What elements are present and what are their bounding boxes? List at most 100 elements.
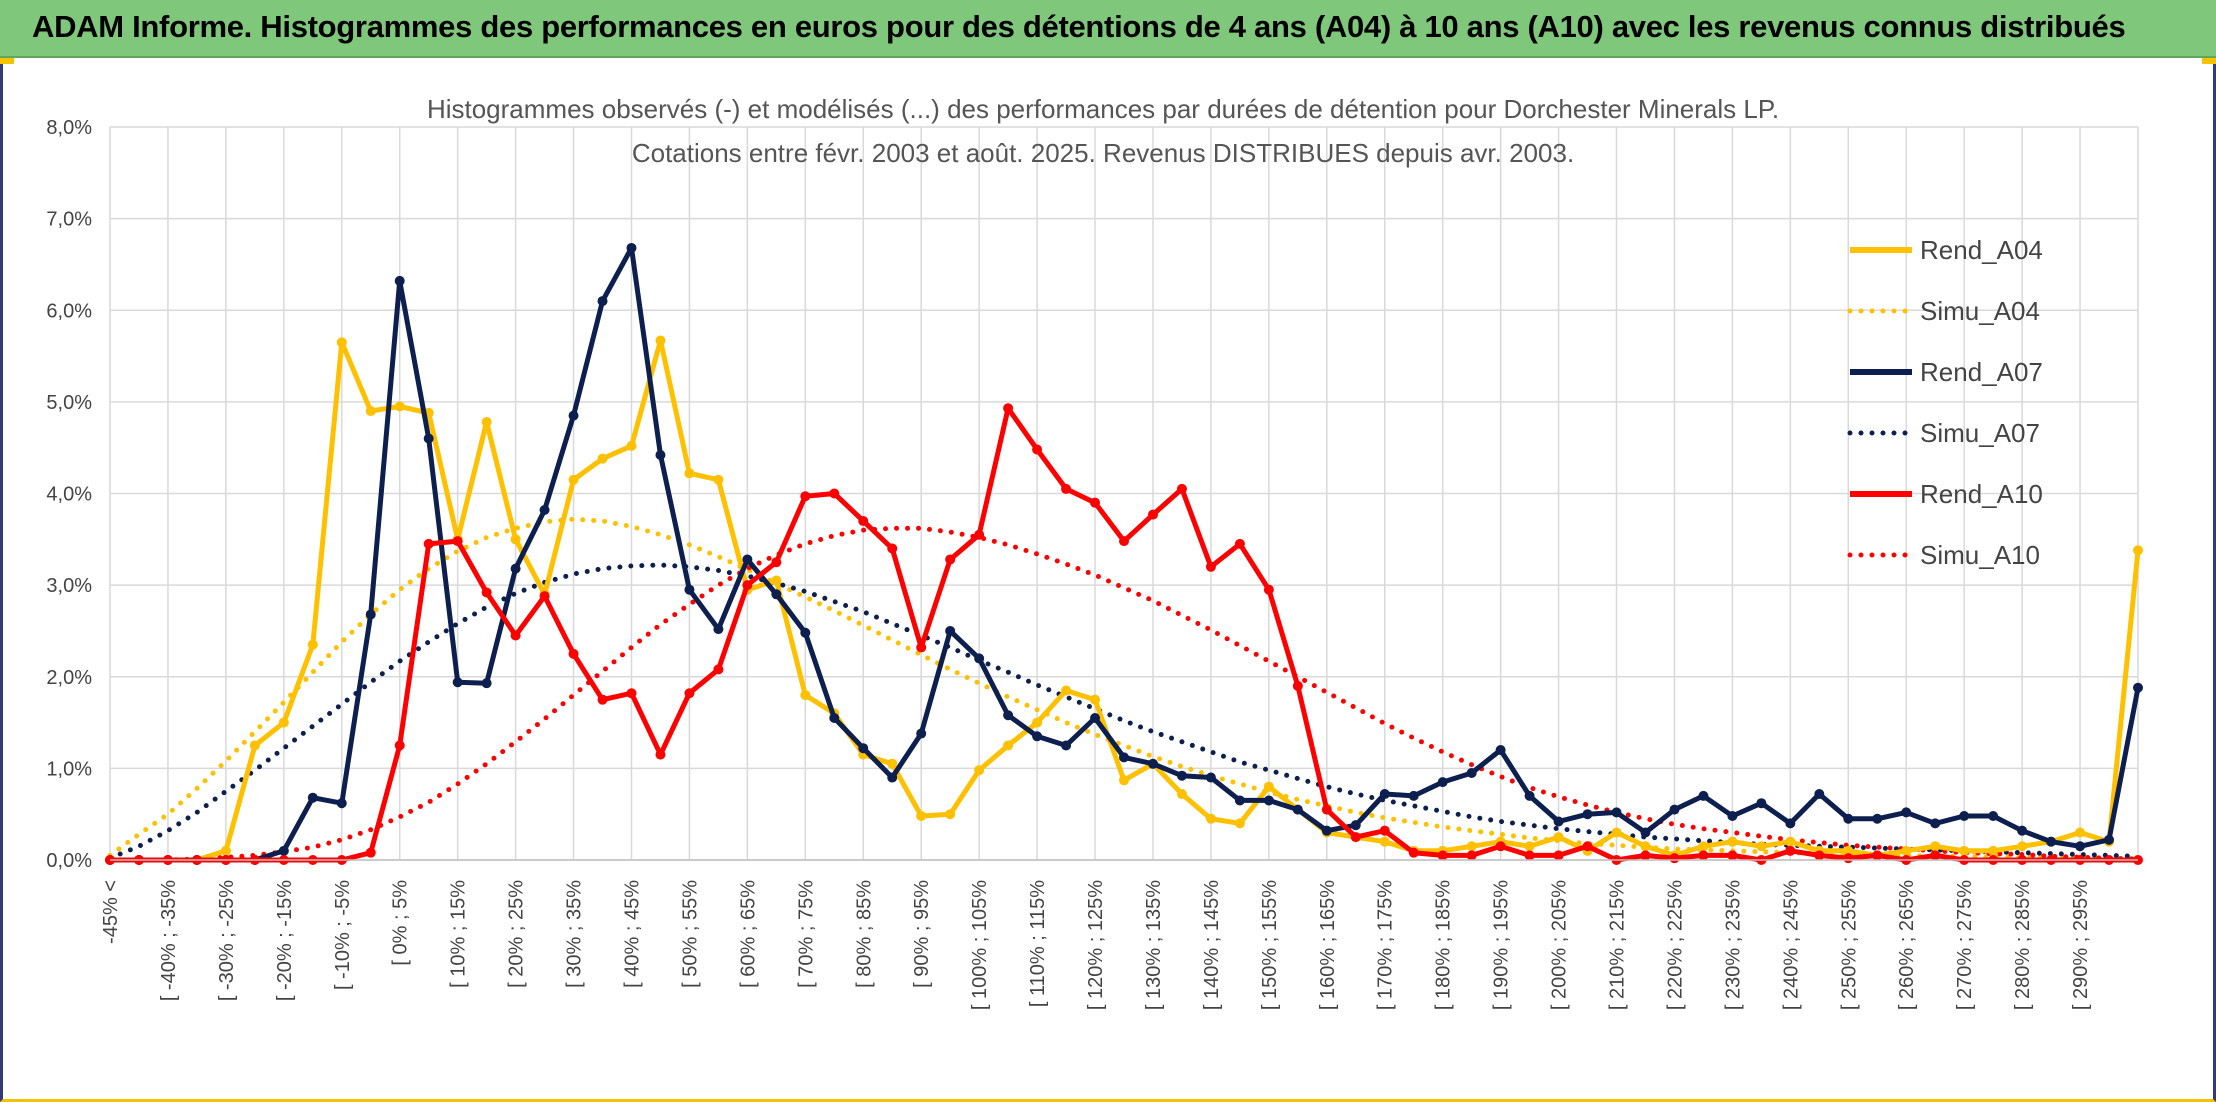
y-tick-label: 1,0% xyxy=(46,758,92,780)
data-point-rend-a10 xyxy=(1466,850,1477,861)
data-point-rend-a07 xyxy=(1582,809,1593,820)
chart-title: Histogrammes observés (-) et modélisés (… xyxy=(427,94,1779,124)
data-point-rend-a07 xyxy=(1872,813,1883,824)
data-point-rend-a10 xyxy=(1147,509,1158,520)
x-tick-label: [ 240% ; 245% xyxy=(1780,880,1802,1010)
x-tick-label: [ 140% ; 145% xyxy=(1201,880,1223,1010)
data-point-rend-a04 xyxy=(510,534,521,545)
x-tick-label: [ 80% ; 85% xyxy=(853,880,875,988)
legend-label: Simu_A04 xyxy=(1920,296,2040,326)
data-point-rend-a10 xyxy=(1814,850,1825,861)
data-point-rend-a07 xyxy=(829,712,840,723)
data-point-rend-a10 xyxy=(481,587,492,598)
data-point-rend-a10 xyxy=(1437,850,1448,861)
data-point-rend-a04 xyxy=(1611,827,1622,838)
data-point-rend-a10 xyxy=(1698,850,1709,861)
axis-layer: 0,0% 1,0% 2,0% 3,0% 4,0% 5,0% 6,0% 7,0% 8,0% -45%… xyxy=(46,117,2138,1010)
data-point-rend-a07 xyxy=(1090,712,1101,723)
data-point-rend-a04 xyxy=(945,809,956,820)
x-tick-label: [ 70% ; 75% xyxy=(795,880,817,988)
data-point-rend-a07 xyxy=(336,798,347,809)
data-point-rend-a07 xyxy=(539,504,550,515)
y-tick-label: 8,0% xyxy=(46,117,92,139)
data-point-rend-a04 xyxy=(684,468,695,479)
data-point-rend-a04 xyxy=(1003,740,1014,751)
data-point-rend-a07 xyxy=(1756,798,1767,809)
x-tick-label: [ 130% ; 135% xyxy=(1143,880,1165,1010)
data-point-rend-a04 xyxy=(1524,841,1535,852)
x-tick-label: [ 170% ; 175% xyxy=(1375,880,1397,1010)
data-point-rend-a07 xyxy=(1495,745,1506,756)
x-tick-label: [ 0% ; 5% xyxy=(390,880,412,966)
data-point-rend-a10 xyxy=(887,543,898,554)
data-point-rend-a10 xyxy=(1350,832,1361,843)
data-point-rend-a10 xyxy=(1234,538,1245,549)
data-point-rend-a07 xyxy=(1611,807,1622,818)
legend-item: Simu_A10 xyxy=(1847,540,2040,570)
legend-label: Rend_A10 xyxy=(1920,479,2043,509)
data-point-rend-a04 xyxy=(1119,775,1129,786)
data-point-rend-a07 xyxy=(1379,789,1390,800)
data-point-rend-a07 xyxy=(1930,818,1941,829)
legend: Rend_A04 Simu_A04 Rend_A07 Simu_A07 Rend_A10… xyxy=(1847,235,2043,570)
data-point-rend-a04 xyxy=(1205,813,1216,824)
data-point-rend-a07 xyxy=(1669,804,1680,815)
x-tick-label: [ 50% ; 55% xyxy=(679,880,701,988)
legend-item: Rend_A07 xyxy=(1850,357,2043,387)
data-point-rend-a07 xyxy=(1032,731,1043,742)
data-point-rend-a10 xyxy=(1119,536,1129,547)
x-tick-label: [ 120% ; 125% xyxy=(1085,880,1107,1010)
data-point-rend-a04 xyxy=(568,474,579,485)
data-point-rend-a04 xyxy=(394,401,405,412)
data-point-rend-a04 xyxy=(1988,845,1999,856)
y-tick-label: 3,0% xyxy=(46,575,92,597)
data-point-rend-a10 xyxy=(1003,403,1014,414)
data-point-rend-a07 xyxy=(1727,811,1738,822)
data-point-rend-a04 xyxy=(974,765,985,776)
data-point-rend-a10 xyxy=(1263,584,1274,595)
data-point-rend-a10 xyxy=(568,648,579,659)
data-point-rend-a10 xyxy=(1379,825,1390,836)
data-point-rend-a04 xyxy=(220,845,231,856)
data-point-rend-a07 xyxy=(945,625,956,636)
data-point-rend-a07 xyxy=(278,845,289,856)
data-point-rend-a10 xyxy=(1176,483,1187,494)
data-point-rend-a10 xyxy=(510,630,521,641)
series-line-rend-a10 xyxy=(110,405,2138,863)
data-point-rend-a07 xyxy=(394,275,405,286)
data-point-rend-a07 xyxy=(742,554,753,565)
x-tick-label: [ -10% ; -5% xyxy=(332,880,354,990)
data-point-rend-a04 xyxy=(713,474,724,485)
data-point-rend-a10 xyxy=(626,688,637,699)
x-tick-label: [ 160% ; 165% xyxy=(1317,880,1339,1010)
data-point-rend-a10 xyxy=(1032,444,1043,455)
x-tick-label: [ 210% ; 215% xyxy=(1607,880,1629,1010)
data-point-rend-a04 xyxy=(1263,781,1274,792)
data-point-rend-a04 xyxy=(365,406,376,417)
data-point-rend-a07 xyxy=(510,563,521,574)
data-point-rend-a07 xyxy=(1640,827,1651,838)
legend-label: Rend_A07 xyxy=(1920,357,2043,387)
series-line-simu-a10 xyxy=(107,525,2141,863)
data-point-rend-a07 xyxy=(1959,811,1970,822)
data-point-rend-a04 xyxy=(1061,685,1072,696)
legend-item: Simu_A04 xyxy=(1847,296,2040,326)
data-point-rend-a10 xyxy=(1321,804,1332,815)
y-tick-label: 7,0% xyxy=(46,209,92,231)
data-point-rend-a07 xyxy=(916,728,927,739)
data-point-rend-a07 xyxy=(684,584,695,595)
data-point-rend-a10 xyxy=(1640,850,1651,861)
legend-item: Simu_A07 xyxy=(1847,418,2040,448)
chart-subtitle: Cotations entre févr. 2003 et août. 2025… xyxy=(632,138,1574,168)
grid-lines xyxy=(109,126,2139,861)
data-point-rend-a07 xyxy=(1698,790,1709,801)
x-tick-label: [ 200% ; 205% xyxy=(1549,880,1571,1010)
data-point-rend-a07 xyxy=(800,627,811,638)
data-point-rend-a10 xyxy=(597,694,608,705)
data-point-rend-a07 xyxy=(1466,767,1477,778)
data-point-rend-a07 xyxy=(1263,795,1274,806)
data-point-rend-a04 xyxy=(336,337,347,348)
data-point-rend-a04 xyxy=(1176,789,1187,800)
y-tick-label: 2,0% xyxy=(46,667,92,689)
